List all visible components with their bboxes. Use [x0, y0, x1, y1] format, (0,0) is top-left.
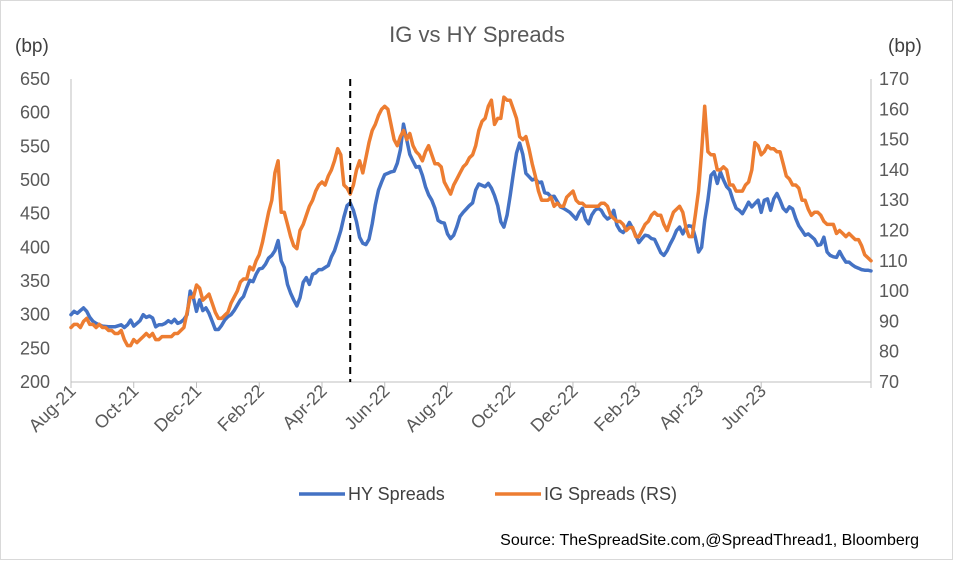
left-tick-label: 650 — [20, 69, 50, 89]
right-axis-unit: (bp) — [888, 36, 922, 57]
left-tick-label: 350 — [20, 271, 50, 291]
x-tick-label: Apr-23 — [655, 381, 707, 433]
ig-spreads-line — [69, 95, 873, 348]
x-tick-label: Feb-22 — [214, 381, 268, 435]
left-tick-label: 250 — [20, 338, 50, 358]
left-tick-label: 500 — [20, 170, 50, 190]
legend: HY Spreads IG Spreads (RS) — [299, 484, 677, 504]
right-tick-label: 90 — [879, 311, 899, 331]
right-tick-label: 110 — [879, 251, 908, 271]
x-tick-label: Oct-22 — [467, 381, 519, 433]
left-tick-label: 450 — [20, 204, 50, 224]
right-tick-label: 130 — [879, 190, 909, 210]
hy-spreads-line — [69, 122, 873, 332]
right-tick-label: 70 — [879, 372, 899, 392]
x-tick-label: Jun-23 — [717, 381, 770, 434]
series-lines — [69, 79, 873, 382]
left-tick-label: 400 — [20, 237, 50, 257]
x-tick-label: Aug-22 — [401, 381, 456, 436]
right-tick-label: 150 — [879, 130, 909, 150]
gridlines — [70, 79, 872, 383]
right-axis-ticks: 70 80 90 100 110 120 130 140 150 160 170 — [879, 69, 909, 392]
chart-title: IG vs HY Spreads — [389, 22, 565, 47]
right-tick-label: 100 — [879, 281, 909, 301]
right-tick-label: 160 — [879, 99, 909, 119]
x-tick-label: Dec-22 — [527, 381, 582, 436]
right-tick-label: 140 — [879, 160, 909, 180]
x-tick-label: Apr-22 — [278, 381, 330, 433]
right-tick-label: 80 — [879, 342, 899, 362]
left-tick-label: 550 — [20, 136, 50, 156]
x-tick-label: Feb-23 — [590, 381, 644, 435]
x-tick-label: Oct-21 — [90, 381, 142, 433]
right-tick-label: 120 — [879, 221, 909, 241]
left-tick-label: 300 — [20, 305, 50, 325]
legend-hy-label: HY Spreads — [348, 484, 445, 504]
left-tick-label: 600 — [20, 103, 50, 123]
x-tick-label: Jun-22 — [340, 381, 393, 434]
left-tick-label: 200 — [20, 372, 50, 392]
x-axis-ticks: Aug-21 Oct-21 Dec-21 Feb-22 Apr-22 Jun-22 Aug-… — [25, 381, 872, 436]
right-tick-label: 170 — [879, 69, 909, 89]
left-axis-unit: (bp) — [15, 36, 49, 57]
x-tick-label: Dec-21 — [150, 381, 205, 436]
left-axis-ticks: 200 250 300 350 400 450 500 550 600 650 — [20, 69, 50, 392]
source-note: Source: TheSpreadSite.com,@SpreadThread1… — [500, 532, 919, 549]
legend-ig-label: IG Spreads (RS) — [544, 484, 677, 504]
